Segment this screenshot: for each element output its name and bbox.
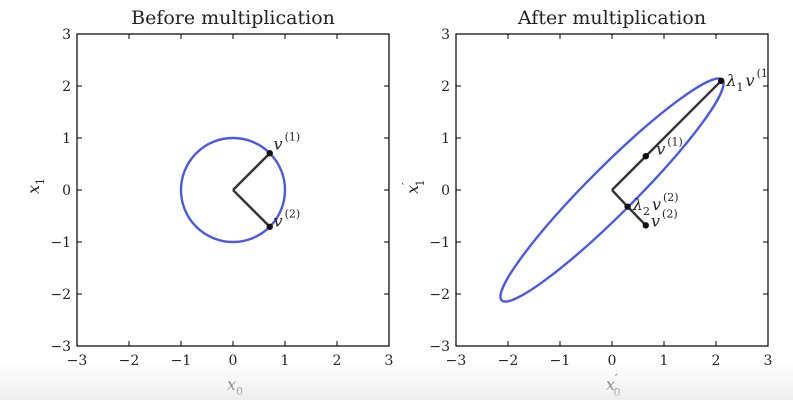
- vector-tip-point: [266, 150, 273, 157]
- panel-title: Before multiplication: [131, 7, 335, 29]
- y-axis-label: x′1: [400, 179, 427, 194]
- y-tick-label: −1: [50, 235, 71, 251]
- panel-after: After multiplication −3−3 −2 −2 −1 −1 0 0 1 1 2 2 3…: [400, 7, 772, 399]
- y-tick-label: −1: [429, 235, 450, 251]
- vector-tip-point: [718, 77, 725, 85]
- y-tick-label: −3: [50, 339, 71, 355]
- y-tick-label: −2: [429, 287, 450, 303]
- x-tick-label: 3: [385, 353, 394, 369]
- x-tick-label: −3: [446, 353, 467, 369]
- tick-group: −3−3 −2 −2 −1 −1 0 0 1 1 2 2 3 3: [50, 27, 393, 369]
- y-tick-label: 3: [62, 27, 71, 43]
- x-tick-label: −2: [119, 353, 140, 369]
- vector-annotation-v1: v (1): [274, 130, 301, 153]
- y-tick-label: 2: [62, 79, 71, 95]
- x-tick-label: 2: [333, 353, 342, 369]
- x-tick-label: 0: [229, 353, 238, 369]
- transformed-ellipse: [179, 136, 287, 244]
- vector-tip-point: [624, 203, 631, 210]
- vector-annotation-l1v1: λ1 v (1: [725, 67, 767, 94]
- vector-tip-point: [642, 222, 649, 229]
- vector-annotation-l2v2: λ2 v (2): [632, 191, 679, 218]
- x-axis-label: x′ 0: [606, 372, 621, 399]
- panel-before: Before multiplication −3−3 −2 −2 −1 −1 0 0 1 1 2 2…: [24, 7, 393, 398]
- vector-line: [232, 189, 271, 228]
- x-tick-label: 1: [281, 353, 290, 369]
- y-tick-label: 0: [441, 183, 450, 199]
- y-tick-label: 0: [62, 183, 71, 199]
- x-tick-label: −1: [550, 353, 571, 369]
- x-tick-label: 2: [712, 353, 721, 369]
- x-axis-label: x0: [227, 375, 243, 398]
- y-tick-label: 1: [441, 131, 450, 147]
- x-tick-label: −2: [498, 353, 519, 369]
- y-axis-label: x1: [24, 178, 47, 194]
- y-tick-label: 1: [62, 131, 71, 147]
- data-layer: v (1) v (2): [179, 130, 301, 244]
- data-layer: λ1 v (1 v (1) λ2 v (2)v (2): [499, 67, 768, 303]
- vector-line: [232, 152, 271, 191]
- vector-annotation-v2: v (2): [651, 207, 678, 230]
- vector-tip-point: [266, 223, 273, 230]
- vector-tip-point: [642, 153, 649, 160]
- vector-line: [611, 189, 629, 208]
- y-tick-label: −2: [50, 287, 71, 303]
- y-tick-label: 3: [441, 27, 450, 43]
- x-tick-label: −1: [171, 353, 192, 369]
- x-tick-label: 1: [660, 353, 669, 369]
- panel-title: After multiplication: [517, 7, 706, 29]
- vector-line: [626, 205, 647, 227]
- y-tick-label: −3: [429, 339, 450, 355]
- y-tick-label: 2: [441, 79, 450, 95]
- x-tick-label: 0: [608, 353, 617, 369]
- vector-annotation-v1: v (1): [656, 136, 683, 159]
- x-tick-label: −3: [67, 353, 88, 369]
- vector-line: [611, 79, 723, 191]
- x-tick-label: 3: [764, 353, 773, 369]
- vector-annotation-v2: v (2): [274, 207, 301, 230]
